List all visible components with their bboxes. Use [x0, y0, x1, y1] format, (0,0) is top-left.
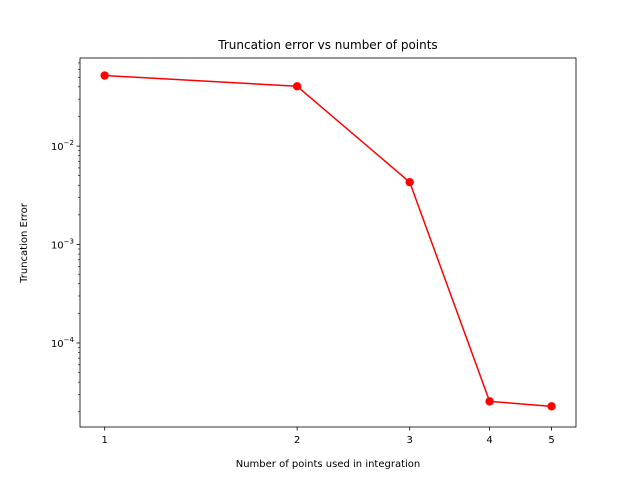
- data-point: [485, 397, 494, 406]
- x-tick-label: 4: [486, 435, 492, 446]
- plot-area: 10−2 10−3 10−4 1 2 3 4 5: [51, 57, 577, 446]
- x-tick-label: 1: [101, 435, 107, 446]
- y-tick-label: 10−3: [51, 238, 74, 252]
- data-point: [405, 177, 414, 187]
- plot-frame: [79, 57, 577, 428]
- y-axis-label: Truncation Error: [19, 202, 30, 284]
- x-tick-label: 5: [548, 435, 554, 446]
- chart-title: Truncation error vs number of points: [217, 38, 437, 52]
- y-tick-label: 10−4: [51, 336, 75, 350]
- x-tick-label: 3: [407, 435, 413, 446]
- data-point: [100, 71, 109, 80]
- data-point: [292, 82, 302, 91]
- x-tick-label: 2: [294, 435, 300, 446]
- x-axis-label: Number of points used in integration: [236, 459, 421, 470]
- y-tick-label: 10−2: [51, 139, 74, 153]
- data-point: [547, 402, 556, 411]
